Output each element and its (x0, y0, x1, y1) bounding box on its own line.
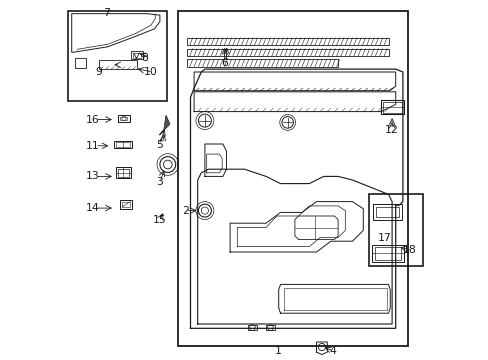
Bar (120, 200, 132, 209)
Bar (186, 38, 387, 45)
Polygon shape (159, 115, 170, 135)
Text: 7: 7 (103, 8, 110, 18)
Bar (133, 53, 141, 58)
Bar (381, 100, 403, 114)
Bar (247, 325, 257, 330)
Text: 6: 6 (221, 58, 228, 68)
Bar (114, 141, 132, 148)
Bar (118, 169, 129, 177)
Bar (116, 167, 131, 178)
Text: 18: 18 (402, 245, 416, 255)
Bar (120, 117, 127, 120)
Text: 17: 17 (377, 233, 390, 243)
Bar (75, 58, 86, 68)
Bar (265, 325, 275, 330)
Text: 3: 3 (156, 177, 163, 187)
Text: 15: 15 (153, 215, 166, 225)
Bar (99, 60, 136, 69)
Bar (373, 204, 401, 220)
Text: 10: 10 (143, 67, 157, 77)
Text: 12: 12 (385, 125, 398, 135)
Bar (122, 202, 130, 207)
Bar (178, 11, 407, 346)
Text: 9: 9 (95, 67, 102, 77)
Text: 14: 14 (86, 203, 100, 213)
Text: 2: 2 (182, 206, 188, 216)
Bar (118, 115, 130, 122)
Text: 16: 16 (86, 114, 100, 125)
Text: 8: 8 (141, 53, 148, 63)
Text: 11: 11 (86, 141, 100, 151)
Bar (131, 51, 142, 59)
Bar (368, 194, 422, 266)
Text: 13: 13 (86, 171, 100, 181)
Text: 5: 5 (156, 140, 163, 150)
Bar (116, 142, 130, 147)
Text: 4: 4 (329, 346, 336, 356)
Bar (382, 102, 401, 113)
Bar (186, 59, 337, 67)
Text: 1: 1 (275, 346, 282, 356)
Bar (371, 245, 403, 262)
Bar (374, 247, 400, 260)
Bar (186, 49, 387, 56)
Bar (375, 207, 399, 217)
Bar (68, 11, 167, 101)
